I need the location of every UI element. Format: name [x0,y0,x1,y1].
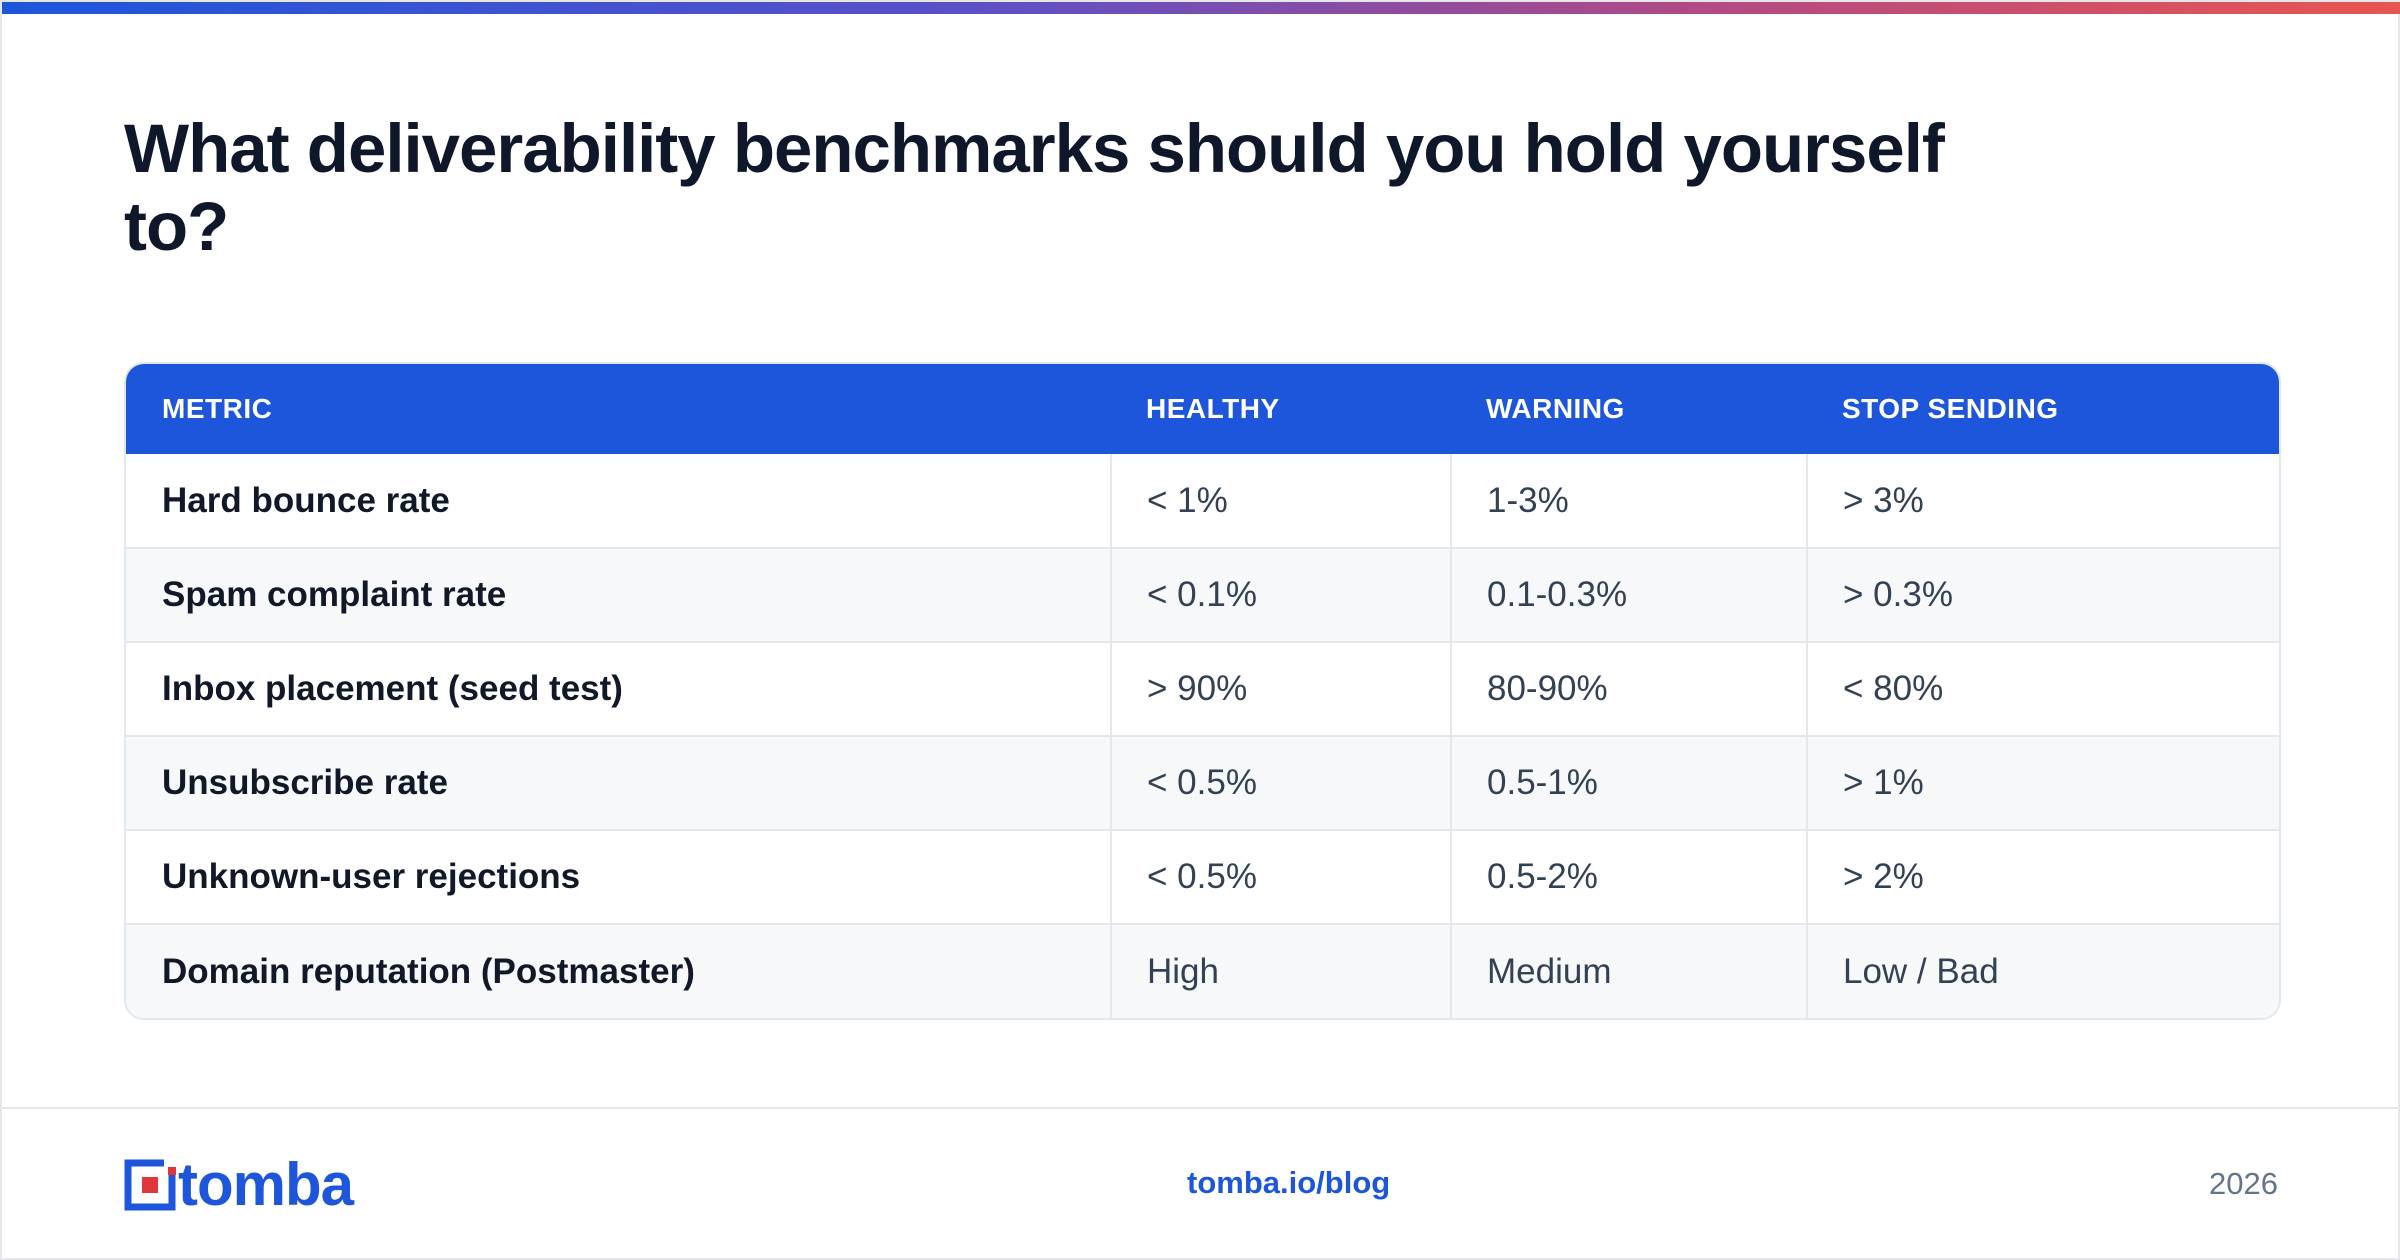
header-metric: METRIC [162,393,273,424]
table-row: Domain reputation (Postmaster) High Medi… [126,924,2279,1018]
benchmark-table: METRIC HEALTHY WARNING STOP SENDING Hard… [124,362,2281,1020]
stop-sending-cell: > 3% [1806,454,2279,548]
gradient-top-bar [2,2,2400,14]
header-stop-sending: STOP SENDING [1842,393,2059,424]
healthy-cell: < 0.5% [1110,830,1451,924]
blog-link[interactable]: tomba.io/blog [1187,1165,1391,1200]
stop-sending-cell: > 2% [1806,830,2279,924]
table-row: Inbox placement (seed test) > 90% 80-90%… [126,642,2279,736]
warning-cell: 0.1-0.3% [1450,548,1807,642]
table-row: Hard bounce rate < 1% 1-3% > 3% [126,454,2279,548]
healthy-cell: High [1110,924,1451,1018]
warning-cell: 0.5-1% [1450,736,1807,830]
warning-cell: 0.5-2% [1450,830,1807,924]
warning-cell: 80-90% [1450,642,1807,736]
logo-wordmark: tomba [178,1151,354,1218]
healthy-cell: > 90% [1110,642,1451,736]
tomba-logo[interactable]: tomba [124,1151,354,1218]
metric-cell: Unsubscribe rate [162,763,448,802]
healthy-cell: < 0.5% [1110,736,1451,830]
stop-sending-cell: > 1% [1806,736,2279,830]
metric-cell: Spam complaint rate [162,575,507,614]
table-row: Unsubscribe rate < 0.5% 0.5-1% > 1% [126,736,2279,830]
metric-cell: Unknown-user rejections [162,857,581,896]
healthy-cell: < 1% [1110,454,1451,548]
healthy-cell: < 0.1% [1110,548,1451,642]
warning-cell: Medium [1450,924,1807,1018]
tomba-logo-icon [124,1159,176,1211]
page-title: What deliverability benchmarks should yo… [124,110,1945,265]
warning-cell: 1-3% [1450,454,1807,548]
table-header-row: METRIC HEALTHY WARNING STOP SENDING [126,364,2279,454]
metric-cell: Inbox placement (seed test) [162,669,623,708]
stop-sending-cell: Low / Bad [1806,924,2279,1018]
table-row: Unknown-user rejections < 0.5% 0.5-2% > … [126,830,2279,924]
stop-sending-cell: < 80% [1806,642,2279,736]
header-warning: WARNING [1486,393,1625,424]
table-row: Spam complaint rate < 0.1% 0.1-0.3% > 0.… [126,548,2279,642]
header-healthy: HEALTHY [1146,393,1280,424]
footer-year: 2026 [2209,1166,2278,1201]
metric-cell: Hard bounce rate [162,480,450,520]
metric-cell: Domain reputation (Postmaster) [162,951,695,991]
footer-divider [2,1107,2400,1109]
stop-sending-cell: > 0.3% [1806,548,2279,642]
